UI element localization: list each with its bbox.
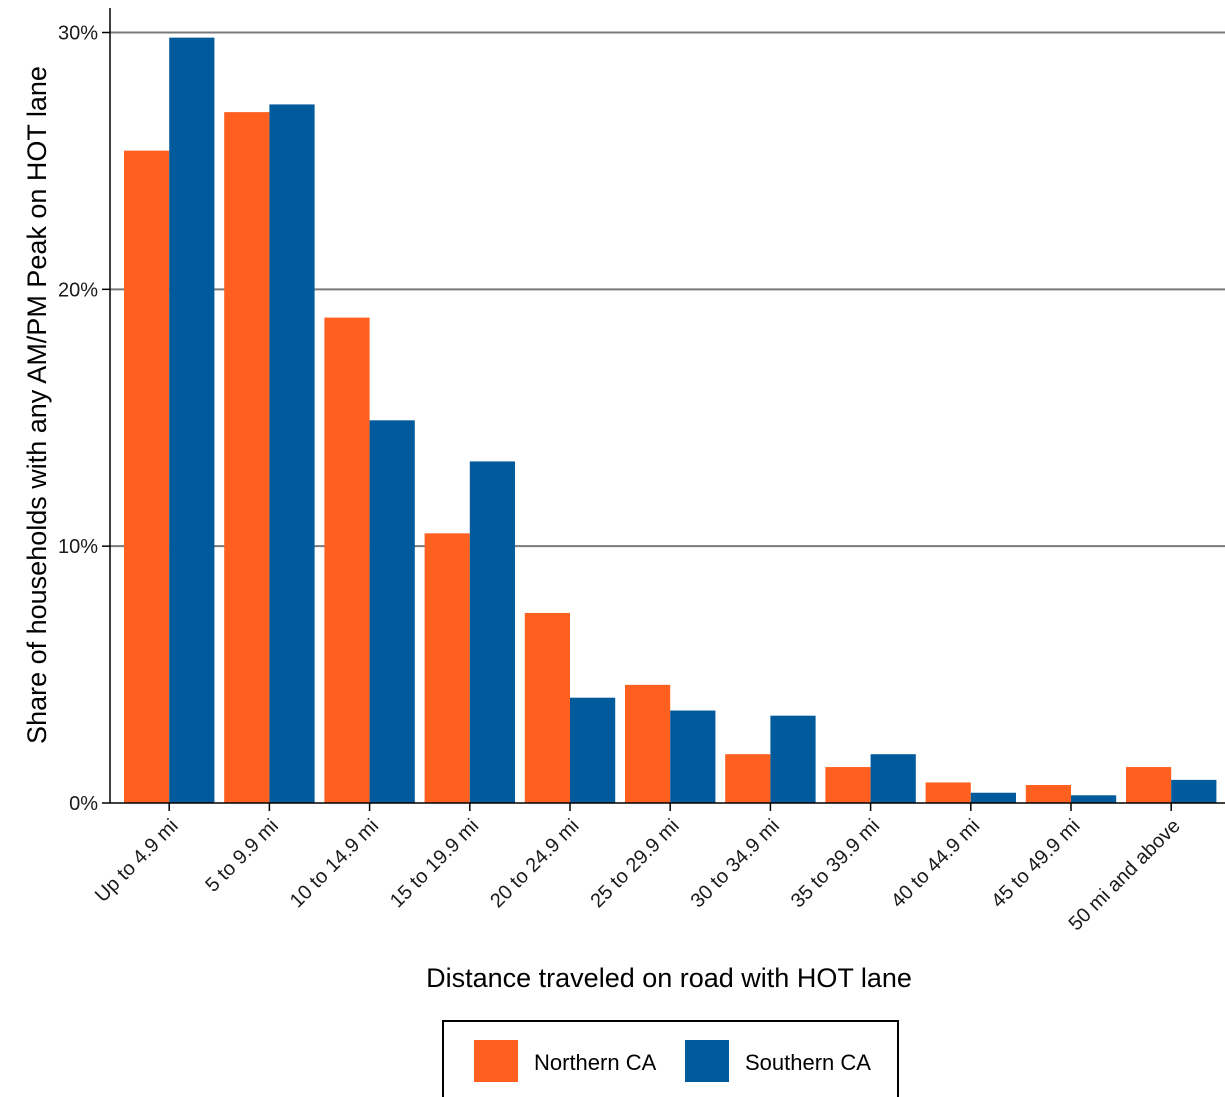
x-tick-label: 50 mi and above (1065, 815, 1185, 935)
x-tick-label: 30 to 34.9 mi (687, 815, 784, 912)
x-tick-label: 5 to 9.9 mi (201, 815, 283, 897)
y-ticks: 0% 10% 20% 30% (58, 23, 110, 815)
legend: Northern CA Southern CA (442, 1020, 899, 1097)
bar-southern-ca-4 (570, 697, 616, 803)
bar-northern-ca-7 (825, 767, 871, 803)
x-tick-label: Up to 4.9 mi (91, 815, 183, 907)
y-tick-label: 30% (58, 23, 98, 45)
bar-northern-ca-6 (725, 754, 771, 803)
legend-frame (442, 1020, 899, 1097)
bar-northern-ca-3 (424, 533, 470, 803)
x-tick-label: 40 to 44.9 mi (887, 815, 984, 912)
legend-label-southern-ca: Southern CA (745, 1050, 871, 1075)
bar-northern-ca-9 (1025, 785, 1071, 803)
x-tick-label: 15 to 19.9 mi (386, 815, 483, 912)
x-ticks: Up to 4.9 mi 5 to 9.9 mi 10 to 14.9 mi 15 t… (91, 803, 1185, 935)
x-tick-label: 35 to 39.9 mi (787, 815, 884, 912)
legend-label-northern-ca: Northern CA (534, 1050, 657, 1075)
x-tick-label: 45 to 49.9 mi (987, 815, 1084, 912)
bar-northern-ca-4 (524, 612, 570, 803)
y-axis-title: Share of households with any AM/PM Peak … (22, 66, 52, 744)
bar-southern-ca-5 (670, 710, 716, 803)
bar-northern-ca-8 (925, 782, 971, 803)
bar-southern-ca-1 (269, 104, 315, 803)
bar-southern-ca-6 (770, 715, 816, 803)
x-tick-label: 25 to 29.9 mi (586, 815, 683, 912)
bar-southern-ca-0 (169, 37, 215, 804)
bar-northern-ca-10 (1126, 767, 1172, 803)
x-tick-label: 20 to 24.9 mi (486, 815, 583, 912)
bar-northern-ca-2 (324, 317, 370, 803)
x-tick-label: 10 to 14.9 mi (286, 815, 383, 912)
legend-swatch-southern-ca (685, 1040, 729, 1082)
bar-southern-ca-9 (1071, 795, 1117, 803)
bar-southern-ca-10 (1171, 779, 1217, 803)
bar-northern-ca-0 (124, 150, 170, 804)
axes (109, 8, 1225, 804)
bar-southern-ca-8 (970, 792, 1016, 803)
bar-northern-ca-1 (224, 112, 270, 803)
y-tick-label: 0% (69, 793, 98, 815)
legend-swatch-northern-ca (474, 1040, 518, 1082)
bar-southern-ca-7 (870, 754, 916, 803)
y-tick-label: 20% (58, 279, 98, 301)
bar-northern-ca-5 (625, 684, 671, 803)
bar-southern-ca-3 (469, 461, 515, 803)
x-axis-title: Distance traveled on road with HOT lane (426, 963, 912, 993)
bar-southern-ca-2 (369, 420, 415, 803)
y-tick-label: 10% (58, 536, 98, 558)
bars (124, 37, 1217, 804)
